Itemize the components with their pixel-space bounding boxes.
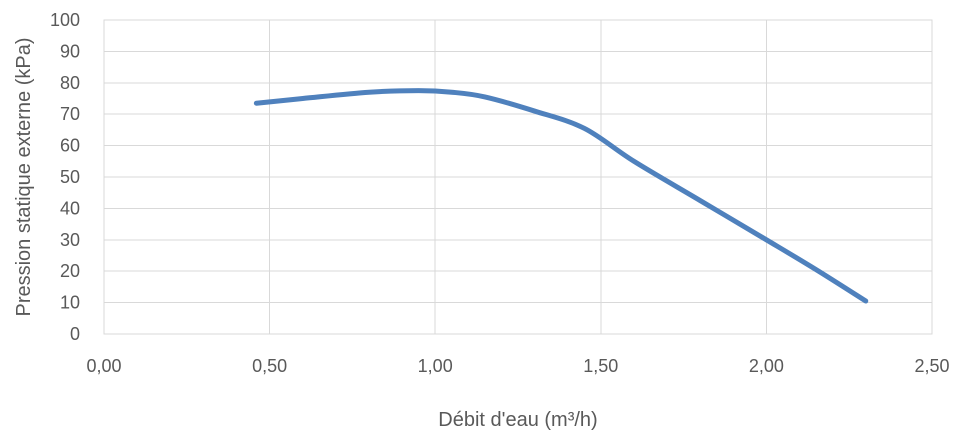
y-tick-label: 50 (60, 167, 80, 187)
series-layer (253, 88, 869, 304)
x-axis-title: Débit d'eau (m³/h) (438, 409, 597, 431)
x-tick-label: 2,00 (749, 356, 784, 376)
x-tick-label: 1,00 (418, 356, 453, 376)
y-tick-label: 90 (60, 41, 80, 61)
plot-area (103, 19, 933, 335)
y-tick-label: 20 (60, 261, 80, 281)
y-tick-label: 0 (70, 324, 80, 344)
y-axis-title: Pression statique externe (kPa) (13, 37, 35, 316)
series-line (253, 88, 869, 304)
x-tick-label: 0,00 (86, 356, 121, 376)
x-tick-label: 2,50 (914, 356, 949, 376)
y-tick-label: 60 (60, 136, 80, 156)
y-tick-label: 80 (60, 73, 80, 93)
y-tick-label: 100 (50, 10, 80, 30)
x-tick-label: 1,50 (583, 356, 618, 376)
y-tick-label: 30 (60, 230, 80, 250)
x-axis-tick-labels: 0,00 0,50 1,00 1,50 2,00 2,50 (86, 356, 949, 376)
y-tick-label: 10 (60, 293, 80, 313)
gridlines (103, 19, 933, 335)
y-axis-tick-labels: 0 10 20 30 40 50 60 70 80 90 100 (50, 10, 80, 344)
x-tick-label: 0,50 (252, 356, 287, 376)
y-tick-label: 70 (60, 104, 80, 124)
y-tick-label: 40 (60, 198, 80, 218)
